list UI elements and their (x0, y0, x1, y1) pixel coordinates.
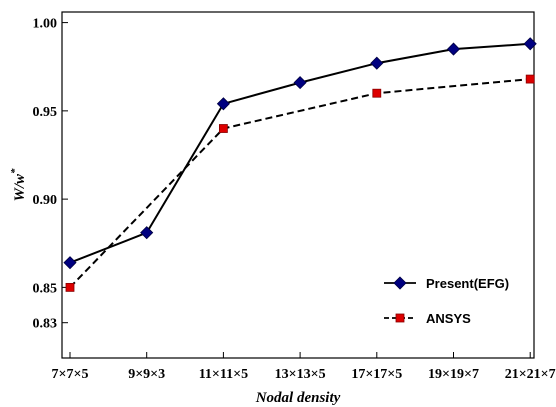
legend: Present(EFG) ANSYS (384, 276, 509, 326)
data-point-present-efg (446, 42, 461, 56)
data-point-present-efg (370, 56, 384, 70)
data-point-present-efg (523, 37, 537, 51)
y-tick-label: 0.83 (33, 317, 58, 332)
data-point-ansys (525, 74, 535, 84)
legend-marker-square (395, 313, 405, 323)
x-tick-label: 19×19×7 (428, 367, 479, 382)
data-point-ansys (218, 124, 228, 133)
plot-frame (61, 11, 535, 359)
data-point-ansys (65, 282, 75, 292)
x-axis-title: Nodal density (255, 390, 341, 406)
legend-marker-diamond (393, 276, 407, 290)
x-tick-label: 17×17×5 (351, 367, 402, 382)
x-tick-label: 11×11×5 (199, 367, 248, 382)
data-point-ansys (372, 88, 382, 98)
legend-label-present-efg: Present(EFG) (426, 276, 509, 291)
y-axis-title-main: W/w (12, 173, 28, 202)
y-tick-label: 1.00 (33, 17, 58, 32)
x-axis-ticks: 7×7×5 9×9×3 11×11×5 13×13×5 17×17×5 19×19×7 21… (52, 352, 556, 382)
y-tick-label: 0.95 (33, 105, 58, 120)
y-tick-label: 0.85 (33, 281, 58, 296)
series-markers (63, 37, 537, 292)
x-tick-label: 13×13×5 (275, 367, 326, 382)
y-axis-ticks: 0.83 0.85 0.90 0.95 1.00 (33, 17, 68, 332)
data-point-present-efg (140, 226, 154, 240)
x-tick-label: 7×7×5 (52, 367, 89, 382)
data-point-present-efg (293, 76, 307, 90)
y-tick-label: 0.90 (33, 193, 58, 208)
data-point-present-efg (216, 97, 230, 111)
x-tick-label: 21×21×7 (505, 367, 556, 382)
legend-label-ansys: ANSYS (426, 311, 471, 326)
data-point-present-efg (63, 256, 77, 270)
y-axis-title-sup: * (9, 168, 21, 174)
y-axis-title: W/w* (9, 168, 28, 202)
series-line-ansys (69, 78, 531, 289)
x-tick-label: 9×9×3 (128, 367, 165, 382)
